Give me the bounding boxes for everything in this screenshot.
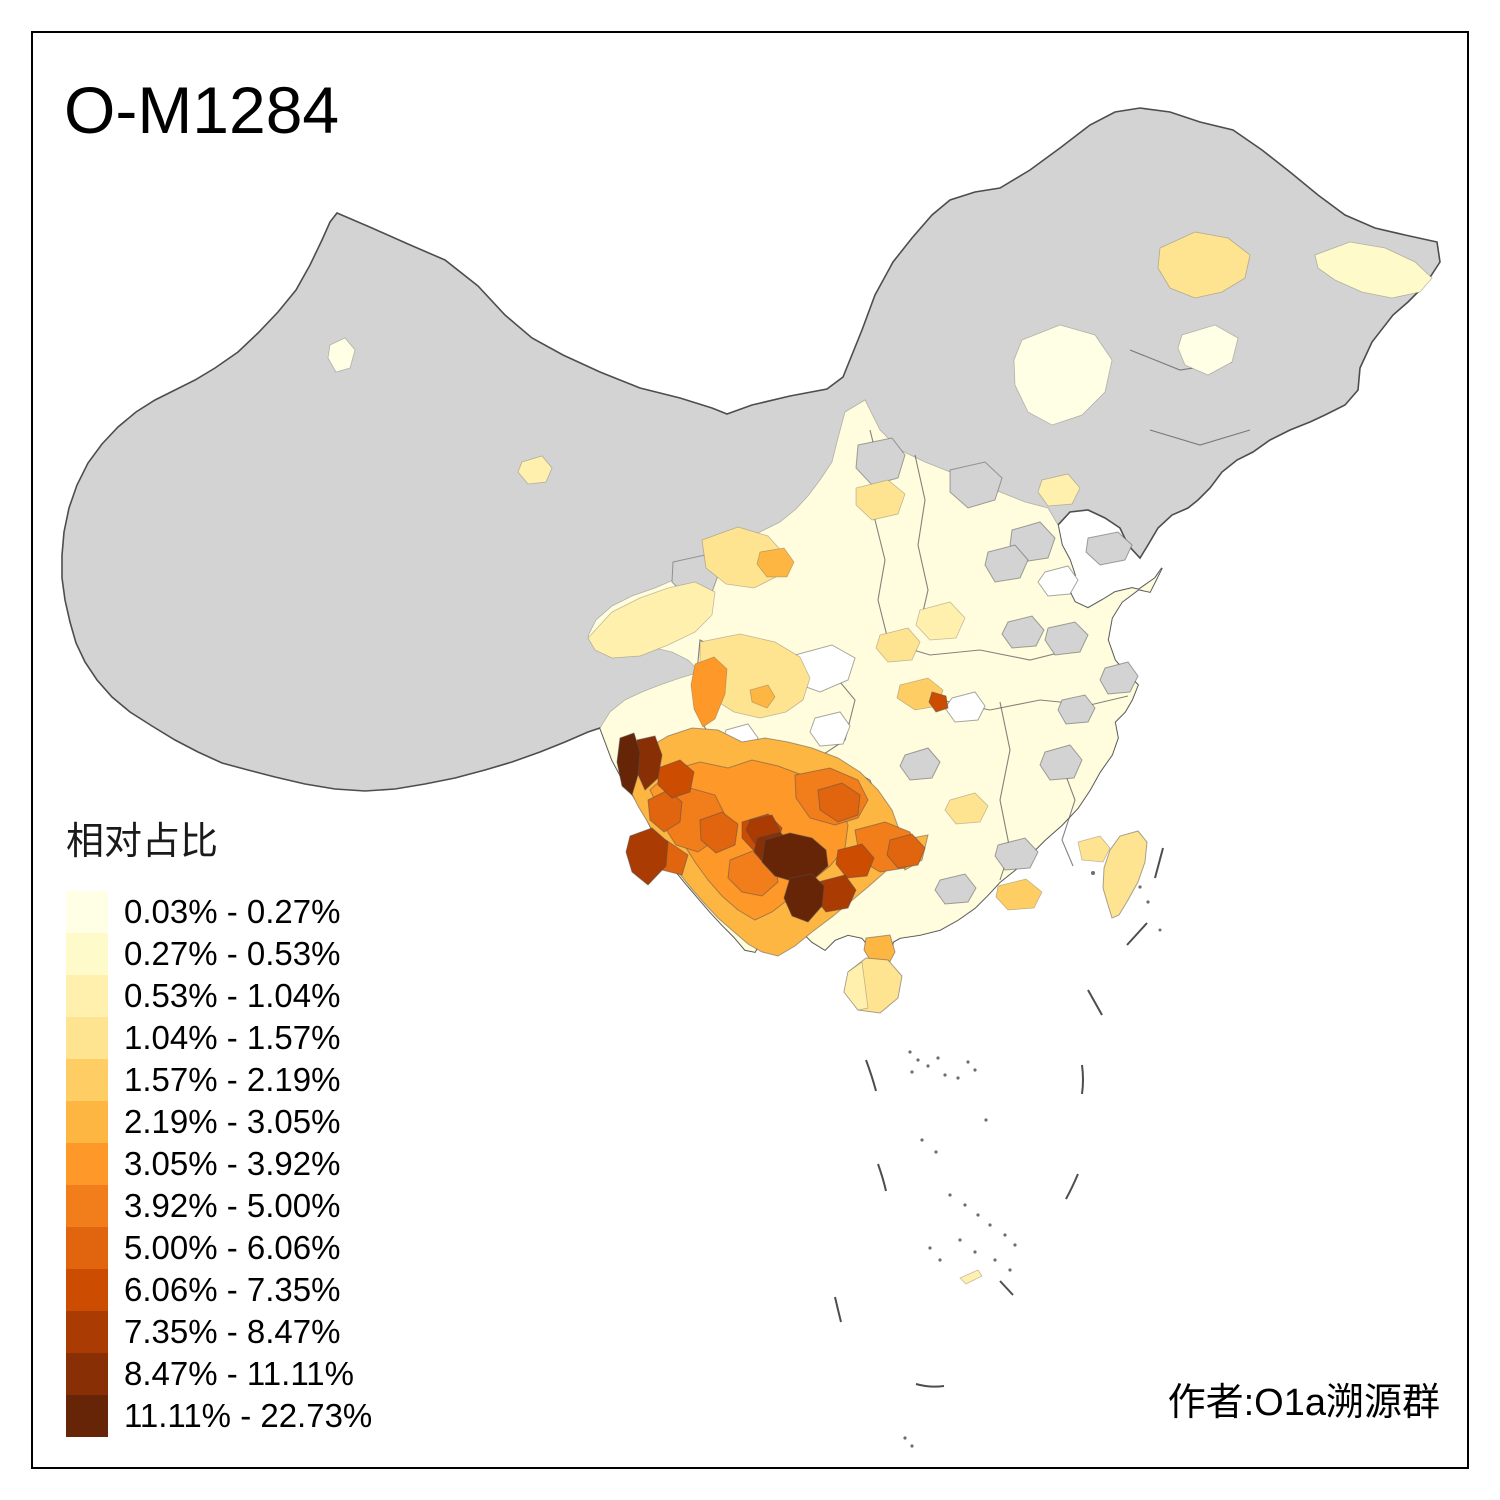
- legend-label: 8.47% - 11.11%: [124, 1355, 354, 1392]
- northeast-patches: [1013, 231, 1433, 426]
- southwest-high-frequency-zone: [616, 691, 949, 957]
- legend-label: 3.92% - 5.00%: [124, 1187, 341, 1224]
- legend-label: 2.19% - 3.05%: [124, 1103, 341, 1140]
- legend-swatch: [66, 1269, 108, 1311]
- legend-swatch: [66, 1185, 108, 1227]
- legend-label: 1.04% - 1.57%: [124, 1019, 341, 1056]
- islands: [843, 830, 1148, 1285]
- nine-dash-line: [834, 847, 1164, 1388]
- legend-rows: 0.03% - 0.27% 0.27% - 0.53% 0.53% - 1.04% 1…: [66, 891, 372, 1437]
- no-data-prefecture-cells: [671, 437, 1139, 905]
- legend-title: 相对占比: [66, 821, 219, 863]
- plot-frame: [31, 31, 1469, 1469]
- legend-label: 0.53% - 1.04%: [124, 977, 341, 1014]
- legend-label: 0.03% - 0.27%: [124, 893, 341, 930]
- legend-row: 8.47% - 11.11%: [66, 1353, 372, 1395]
- legend-row: 3.05% - 3.92%: [66, 1143, 372, 1185]
- legend-label: 0.27% - 0.53%: [124, 935, 341, 972]
- page-title: O-M1284: [64, 73, 340, 147]
- legend-swatch: [66, 1143, 108, 1185]
- legend-label: 7.35% - 8.47%: [124, 1313, 341, 1350]
- legend-row: 0.53% - 1.04%: [66, 975, 372, 1017]
- low-frequency-patches: [327, 337, 1111, 911]
- legend-label: 3.05% - 3.92%: [124, 1145, 341, 1182]
- legend-swatch: [66, 1311, 108, 1353]
- legend-swatch: [66, 975, 108, 1017]
- island-dots: [903, 871, 1162, 1448]
- legend-swatch: [66, 1353, 108, 1395]
- legend-row: 6.06% - 7.35%: [66, 1269, 372, 1311]
- region-yun-gui-gui-junction: [761, 832, 829, 883]
- legend-swatch: [66, 933, 108, 975]
- legend-swatch: [66, 1227, 108, 1269]
- taiwan-island: [1102, 830, 1148, 919]
- legend-row: 2.19% - 3.05%: [66, 1101, 372, 1143]
- legend-row: 11.11% - 22.73%: [66, 1395, 372, 1437]
- legend-swatch: [66, 1395, 108, 1437]
- legend-swatch: [66, 1017, 108, 1059]
- legend-label: 11.11% - 22.73%: [124, 1397, 373, 1434]
- legend-row: 3.92% - 5.00%: [66, 1185, 372, 1227]
- legend-swatch: [66, 1059, 108, 1101]
- south-sea-islet: [959, 1269, 983, 1285]
- region-hubei-hotspot: [928, 691, 949, 713]
- legend-row: 1.04% - 1.57%: [66, 1017, 372, 1059]
- legend: 相对占比 0.03% - 0.27% 0.27% - 0.53% 0.53% - 1…: [66, 810, 372, 1437]
- legend-swatch: [66, 891, 108, 933]
- legend-row: 5.00% - 6.06%: [66, 1227, 372, 1269]
- legend-row: 7.35% - 8.47%: [66, 1311, 372, 1353]
- legend-row: 0.27% - 0.53%: [66, 933, 372, 975]
- legend-label: 1.57% - 2.19%: [124, 1061, 341, 1098]
- attribution: 作者:O1a溯源群: [1167, 1382, 1440, 1424]
- legend-label: 5.00% - 6.06%: [124, 1229, 341, 1266]
- legend-row: 0.03% - 0.27%: [66, 891, 372, 933]
- region-nw-yunnan-darkest: [616, 732, 641, 796]
- legend-row: 1.57% - 2.19%: [66, 1059, 372, 1101]
- legend-label: 6.06% - 7.35%: [124, 1271, 341, 1308]
- legend-swatch: [66, 1101, 108, 1143]
